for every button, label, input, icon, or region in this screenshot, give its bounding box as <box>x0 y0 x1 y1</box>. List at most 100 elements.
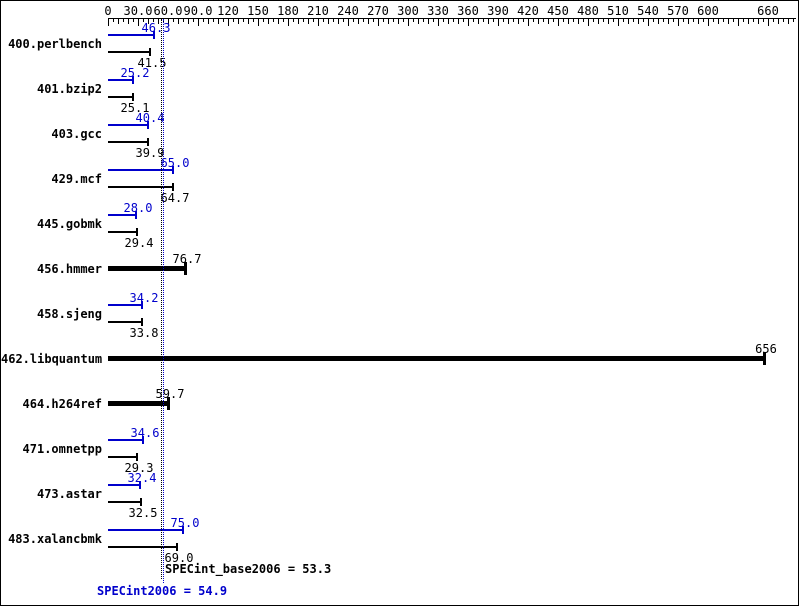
x-axis-tick <box>788 18 789 24</box>
x-axis-tick <box>488 18 489 24</box>
x-axis-tick <box>433 18 434 22</box>
x-axis-tick <box>178 18 179 24</box>
x-axis-tick-label: 90.0 <box>183 4 213 18</box>
base-mean-reference-line <box>161 19 162 579</box>
benchmark-label: 458.sjeng <box>36 307 102 321</box>
x-axis-tick <box>248 18 249 24</box>
x-axis-tick-label: 510 <box>607 4 629 18</box>
peak-bar <box>108 34 154 36</box>
single-value-label: 76.7 <box>172 252 202 266</box>
base-bar <box>108 141 148 143</box>
x-axis-tick <box>468 18 469 26</box>
x-axis-tick <box>278 18 279 24</box>
x-axis-tick <box>678 18 679 26</box>
x-axis-tick <box>728 18 729 24</box>
base-bar-end-cap <box>136 228 138 236</box>
x-axis-tick <box>708 18 709 26</box>
x-axis-tick <box>413 18 414 22</box>
x-axis-tick <box>483 18 484 22</box>
peak-value-label: 25.2 <box>120 66 150 80</box>
peak-value-label: 34.2 <box>129 291 159 305</box>
x-axis-tick <box>718 18 719 24</box>
x-axis-tick <box>123 18 124 22</box>
x-axis-tick-label: 570 <box>667 4 689 18</box>
benchmark-label: 462.libquantum <box>1 352 103 366</box>
bar-end-cap <box>167 397 170 410</box>
peak-value-label: 46.3 <box>141 21 171 35</box>
x-axis-tick <box>378 18 379 26</box>
x-axis-tick <box>423 18 424 22</box>
benchmark-label: 456.hmmer <box>36 262 102 276</box>
peak-bar-end-cap <box>142 436 144 444</box>
x-axis-tick <box>188 18 189 24</box>
x-axis-tick <box>668 18 669 24</box>
peak-bar <box>108 169 173 171</box>
x-axis-tick <box>613 18 614 22</box>
peak-mean-reference-line <box>163 19 164 583</box>
x-axis-tick-label: 540 <box>637 4 659 18</box>
x-axis-tick-label: 60.0 <box>153 4 183 18</box>
x-axis-tick-label: 150 <box>247 4 269 18</box>
x-axis-tick-label: 360 <box>457 4 479 18</box>
x-axis-tick <box>533 18 534 22</box>
base-bar <box>108 96 133 98</box>
peak-bar-end-cap <box>141 301 143 309</box>
x-axis-tick <box>778 18 779 24</box>
x-axis-tick <box>263 18 264 22</box>
x-axis-tick <box>383 18 384 22</box>
x-axis-tick <box>703 18 704 22</box>
x-axis-tick <box>783 18 784 22</box>
x-axis-tick <box>438 18 439 26</box>
peak-value-label: 40.4 <box>135 111 165 125</box>
x-axis-tick <box>208 18 209 24</box>
benchmark-label: 400.perlbench <box>8 37 102 51</box>
benchmark-label: 473.astar <box>36 487 102 501</box>
peak-bar-end-cap <box>182 526 184 534</box>
x-axis-tick-label: 480 <box>577 4 599 18</box>
x-axis-tick-label: 450 <box>547 4 569 18</box>
benchmark-label: 464.h264ref <box>22 397 102 411</box>
x-axis-tick-label: 240 <box>337 4 359 18</box>
x-axis-tick <box>553 18 554 22</box>
base-value-label: 25.1 <box>120 101 150 115</box>
x-axis-tick <box>698 18 699 24</box>
base-bar-end-cap <box>141 318 143 326</box>
specint-base2006-summary: SPECint_base2006 = 53.3 <box>165 562 332 576</box>
benchmark-label: 483.xalancbmk <box>8 532 102 546</box>
x-axis-tick <box>273 18 274 22</box>
x-axis-tick <box>528 18 529 26</box>
benchmark-label: 401.bzip2 <box>36 82 102 96</box>
x-axis-tick <box>548 18 549 24</box>
x-axis-tick <box>173 18 174 22</box>
peak-bar <box>108 439 143 441</box>
x-axis-tick <box>253 18 254 22</box>
x-axis-tick <box>463 18 464 22</box>
x-axis-tick <box>653 18 654 22</box>
x-axis-tick <box>768 18 769 26</box>
base-value-label: 29.4 <box>124 236 154 250</box>
x-axis-tick <box>408 18 409 26</box>
x-axis-tick-label: 330 <box>427 4 449 18</box>
single-value-label: 59.7 <box>155 387 185 401</box>
x-axis-tick <box>608 18 609 24</box>
peak-bar-end-cap <box>132 76 134 84</box>
x-axis-tick-label: 180 <box>277 4 299 18</box>
x-axis-tick <box>793 18 794 22</box>
x-axis-tick <box>633 18 634 22</box>
base-bar <box>108 456 137 458</box>
result-bar-single <box>108 266 185 271</box>
x-axis-tick <box>563 18 564 22</box>
x-axis-tick <box>538 18 539 24</box>
x-axis-tick <box>113 18 114 22</box>
x-axis-tick <box>733 18 734 22</box>
base-bar-end-cap <box>147 138 149 146</box>
base-bar-end-cap <box>149 48 151 56</box>
x-axis-tick <box>453 18 454 22</box>
bar-end-cap <box>184 262 187 275</box>
benchmark-label: 403.gcc <box>51 127 102 141</box>
specint2006-summary: SPECint2006 = 54.9 <box>97 584 228 598</box>
x-axis-tick <box>348 18 349 26</box>
x-axis-tick <box>593 18 594 22</box>
x-axis-tick <box>478 18 479 24</box>
result-bar-single <box>108 356 764 361</box>
